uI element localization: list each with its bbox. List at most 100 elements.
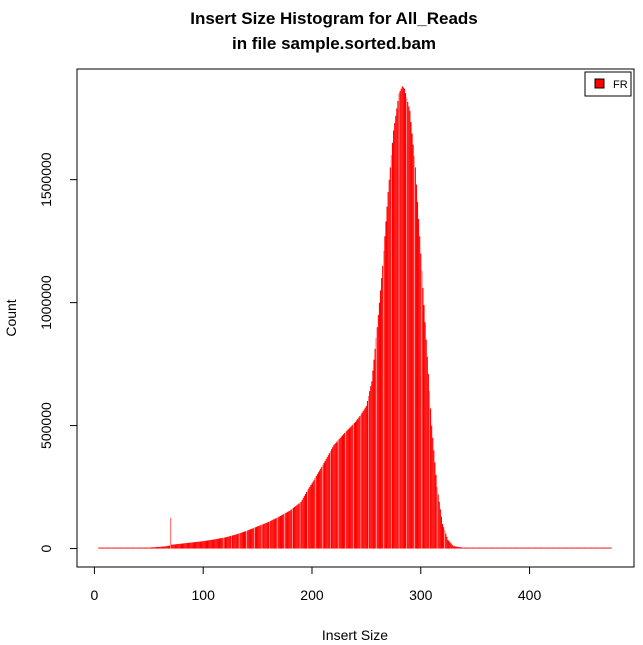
histogram-bar: [128, 547, 130, 549]
histogram-bar: [563, 547, 565, 549]
histogram-bar: [228, 536, 230, 549]
histogram-bar: [135, 547, 137, 549]
histogram-bar: [396, 108, 398, 549]
histogram-bar: [546, 547, 548, 549]
histogram-bar: [566, 547, 568, 549]
histogram-bar: [520, 547, 522, 549]
histogram-bar: [504, 547, 506, 549]
histogram-bar: [467, 547, 469, 549]
histogram-bar: [306, 491, 308, 549]
histogram-bar: [473, 547, 475, 549]
histogram-bar: [108, 547, 110, 549]
histogram-bar: [178, 543, 180, 549]
histogram-bar: [221, 538, 223, 549]
histogram-bar: [506, 547, 508, 549]
histogram-bar: [237, 533, 239, 549]
histogram-bar: [464, 547, 466, 549]
histogram-bar: [608, 547, 610, 549]
histogram-bar: [242, 531, 244, 549]
histogram-bar: [378, 302, 380, 549]
chart-title: Insert Size Histogram for All_Reads: [190, 9, 478, 28]
histogram-bar: [548, 547, 550, 549]
histogram-bar: [579, 547, 581, 549]
histogram-bar: [295, 506, 297, 549]
histogram-bar: [388, 179, 390, 549]
histogram-bar: [119, 547, 122, 549]
histogram-bar: [270, 520, 272, 549]
histogram-bar: [255, 526, 258, 549]
histogram-bar: [350, 426, 352, 549]
histogram-bar: [358, 417, 360, 549]
histogram-bar: [455, 546, 457, 549]
x-tick-label: 200: [300, 587, 324, 603]
histogram-bar: [172, 544, 174, 549]
histogram-bar: [277, 517, 279, 549]
histogram-bar: [210, 539, 212, 549]
histogram-bar: [532, 547, 534, 549]
histogram-bar: [129, 547, 131, 549]
histogram-bar: [149, 547, 151, 549]
histogram-bar: [272, 519, 274, 549]
histogram-bar: [359, 416, 361, 549]
histogram-bar: [499, 547, 501, 549]
histogram-bar: [493, 547, 495, 549]
histogram-bar: [534, 547, 536, 549]
histogram-bar: [460, 547, 462, 549]
histogram-bar: [262, 524, 264, 549]
histogram-bar: [265, 522, 267, 549]
histogram-bar: [163, 546, 165, 549]
histogram-bar: [555, 547, 557, 549]
histogram-bar: [180, 543, 182, 549]
histogram-bar: [315, 476, 317, 549]
histogram-bar: [412, 144, 414, 549]
histogram-bar: [340, 436, 342, 549]
legend-label: FR: [613, 79, 628, 91]
histogram-bar: [401, 86, 403, 549]
histogram-bar: [331, 449, 333, 549]
histogram-bar: [193, 542, 196, 549]
histogram-bar: [353, 423, 355, 549]
histogram-bar: [585, 547, 587, 549]
histogram-bar: [309, 486, 311, 549]
histogram-bar: [213, 539, 215, 549]
histogram-bar: [174, 544, 176, 549]
histogram-bar: [225, 537, 227, 549]
histogram-bar: [215, 539, 217, 549]
histogram-bar: [434, 462, 436, 549]
histogram-bar: [339, 437, 341, 549]
histogram-bar: [287, 511, 289, 549]
histogram-bar: [260, 525, 262, 549]
histogram-bar: [605, 547, 607, 549]
histogram-bar: [439, 509, 441, 549]
histogram-bar: [220, 538, 222, 549]
histogram-bar: [349, 427, 351, 549]
histogram-bar: [478, 547, 481, 549]
histogram-bar: [539, 547, 541, 549]
histogram-bar: [112, 547, 114, 549]
histogram-bar: [102, 547, 104, 549]
histogram-bar: [124, 547, 126, 549]
histogram-bar: [298, 503, 300, 549]
histogram-bar: [152, 547, 154, 549]
histogram-bar: [501, 547, 503, 549]
histogram-bar: [531, 547, 533, 549]
histogram-bar: [197, 541, 199, 549]
histogram-bar: [386, 206, 388, 549]
histogram-bar: [486, 547, 488, 549]
histogram-bar: [233, 535, 235, 549]
histogram-bar: [431, 425, 433, 549]
histogram-bar: [441, 523, 444, 549]
x-tick-label: 100: [192, 587, 216, 603]
histogram-bar: [245, 531, 247, 549]
histogram-bar: [328, 453, 330, 549]
histogram-bar: [154, 547, 156, 549]
histogram-bar: [376, 327, 378, 549]
histogram-bar: [488, 547, 490, 549]
histogram-bar: [586, 547, 588, 549]
histogram-bar: [372, 370, 374, 549]
histogram-bar: [568, 547, 570, 549]
histogram-bar: [292, 507, 295, 549]
histogram-bar: [148, 547, 150, 549]
histogram-bar: [114, 547, 116, 549]
